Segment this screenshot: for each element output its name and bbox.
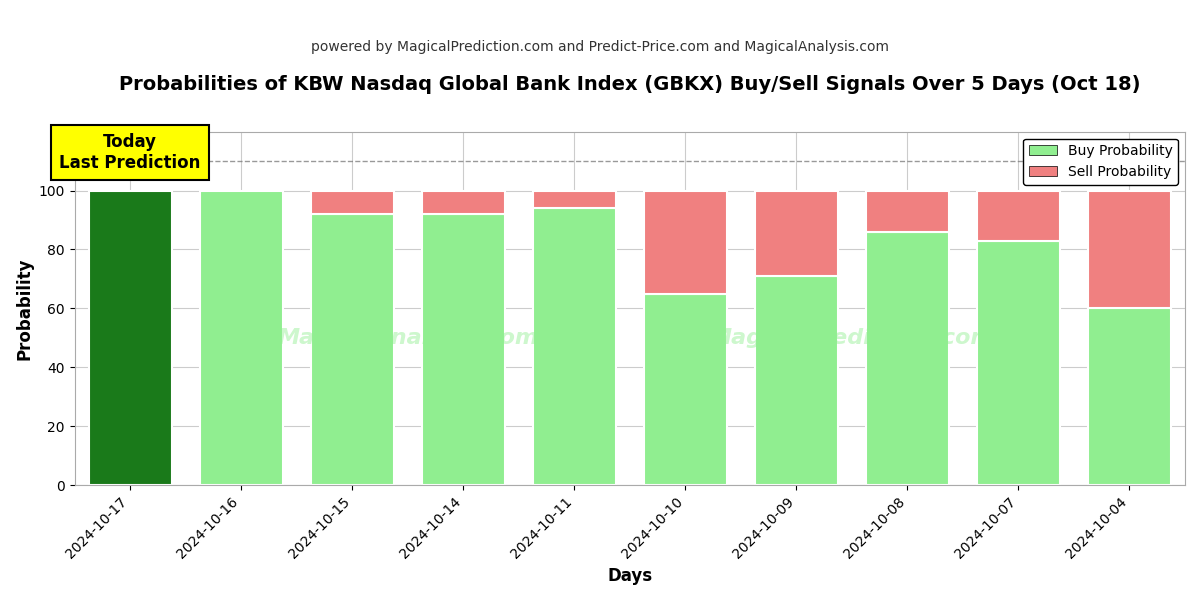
Text: powered by MagicalPrediction.com and Predict-Price.com and MagicalAnalysis.com: powered by MagicalPrediction.com and Pre…	[311, 40, 889, 54]
Bar	[421, 191, 505, 214]
Bar	[533, 208, 616, 485]
Bar	[977, 191, 1060, 241]
Title: Probabilities of KBW Nasdaq Global Bank Index (GBKX) Buy/Sell Signals Over 5 Day: Probabilities of KBW Nasdaq Global Bank …	[119, 75, 1140, 94]
Bar	[755, 191, 838, 276]
Bar	[865, 232, 949, 485]
Legend: Buy Probability, Sell Probability: Buy Probability, Sell Probability	[1024, 139, 1178, 185]
Bar	[421, 214, 505, 485]
Bar	[1088, 308, 1171, 485]
Bar	[643, 293, 727, 485]
Bar	[865, 191, 949, 232]
Text: MagicalPrediction.com: MagicalPrediction.com	[709, 328, 994, 348]
Bar	[89, 191, 172, 485]
Bar	[533, 191, 616, 208]
Bar	[977, 241, 1060, 485]
Y-axis label: Probability: Probability	[16, 257, 34, 359]
Bar	[199, 191, 283, 485]
Bar	[311, 214, 394, 485]
Text: MagicalAnalysis.com: MagicalAnalysis.com	[277, 328, 539, 348]
Text: Today
Last Prediction: Today Last Prediction	[60, 133, 200, 172]
X-axis label: Days: Days	[607, 567, 653, 585]
Bar	[1088, 191, 1171, 308]
Bar	[755, 276, 838, 485]
Bar	[643, 191, 727, 293]
Bar	[311, 191, 394, 214]
